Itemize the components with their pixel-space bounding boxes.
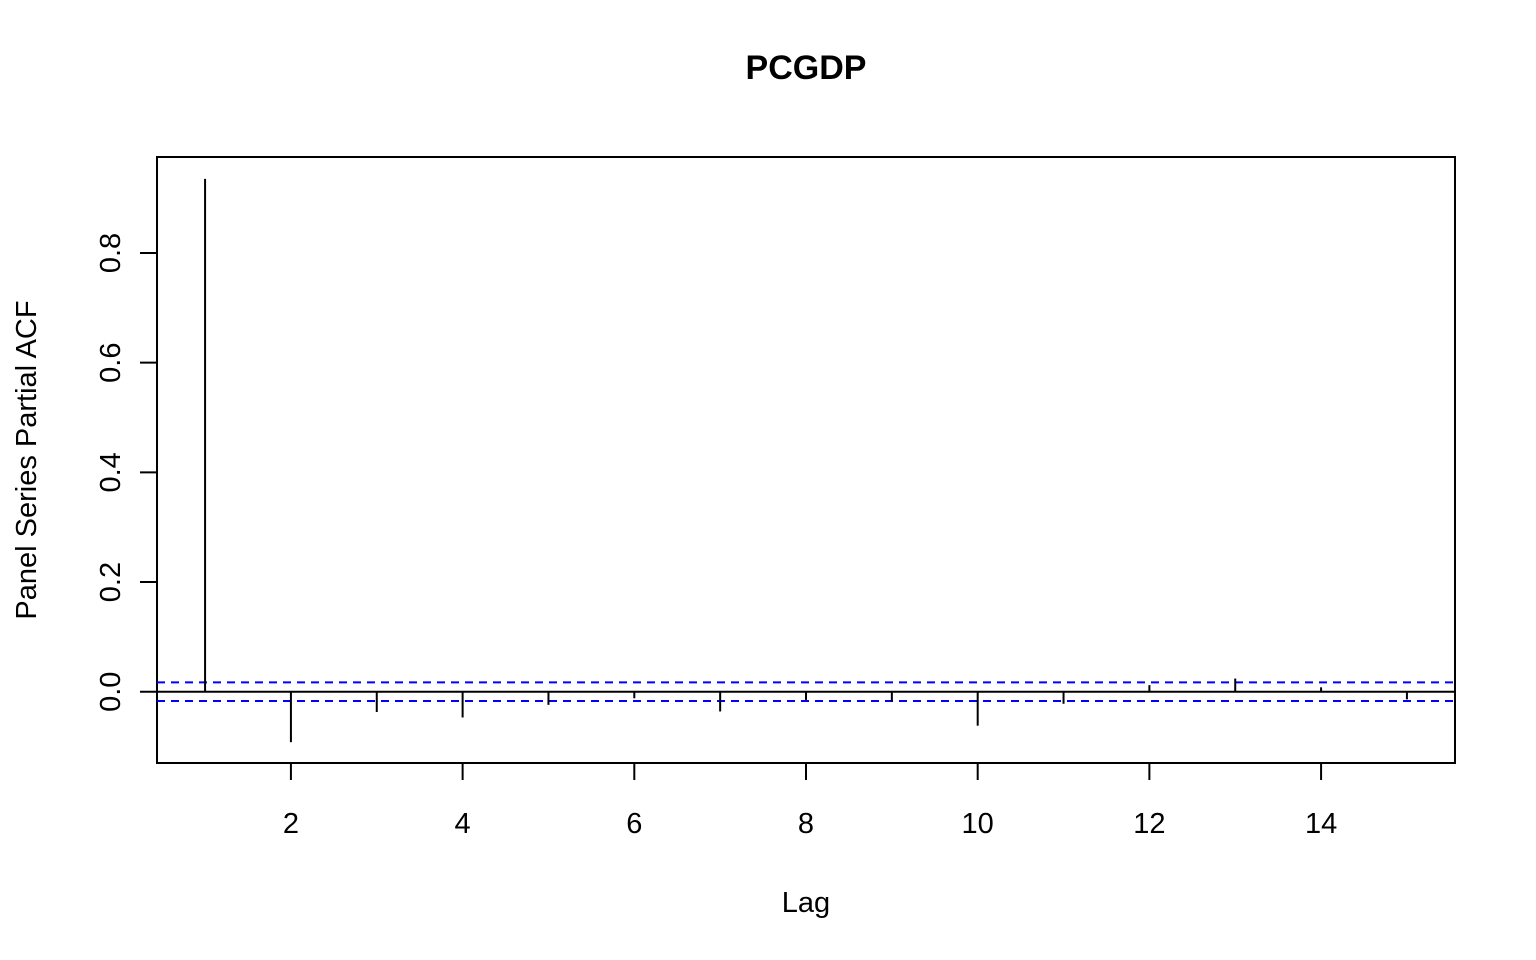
y-tick-label: 0.2 [95,562,127,602]
x-tick-label: 2 [283,808,299,840]
x-axis: 2 4 6 8 10 12 14 [283,762,1337,840]
y-tick-label: 0.4 [95,452,127,492]
y-tick-label: 0.8 [95,233,127,273]
confidence-bounds [157,681,1455,703]
x-tick-label: 4 [455,808,471,840]
x-tick-label: 12 [1133,808,1165,840]
y-tick-label: 0.0 [95,672,127,712]
x-tick-label: 10 [962,808,994,840]
plot-frame [156,156,1456,764]
x-tick-label: 6 [626,808,642,840]
x-tick-label: 14 [1305,808,1337,840]
y-tick-label: 0.6 [95,342,127,382]
x-tick-label: 8 [798,808,814,840]
chart-title: PCGDP [746,49,867,87]
pacf-spikes [204,178,1408,743]
y-axis-label: Panel Series Partial ACF [11,300,43,619]
y-axis: 0.0 0.2 0.4 0.6 0.8 [95,233,158,712]
x-axis-label: Lag [782,887,830,919]
